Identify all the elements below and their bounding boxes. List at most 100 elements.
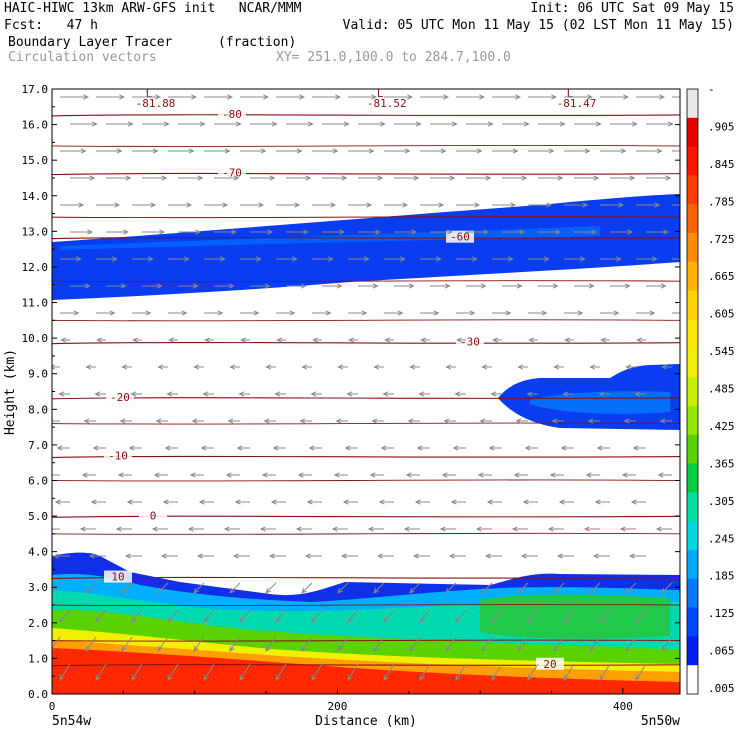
circulation-vector xyxy=(204,337,214,343)
circulation-vector xyxy=(564,310,584,316)
circulation-vector xyxy=(623,418,636,424)
circulation-vector xyxy=(441,472,456,478)
circulation-vector xyxy=(439,526,456,532)
circulation-vector xyxy=(142,175,168,181)
circulation-vector xyxy=(311,663,323,681)
circulation-vector xyxy=(276,202,301,208)
circulation-vector xyxy=(492,310,512,316)
colorbar-label: .425 xyxy=(708,420,735,433)
circulation-vector xyxy=(151,526,168,532)
circulation-vector xyxy=(162,499,178,505)
circulation-vector xyxy=(553,636,565,652)
cross-section-endpoints: XY= 251.0,100.0 to 284.7,100.0 xyxy=(276,50,511,65)
circulation-vector xyxy=(276,94,305,100)
circulation-vector xyxy=(560,445,574,451)
circulation-vector xyxy=(373,364,384,370)
isotherm-label-bg xyxy=(446,230,474,243)
circulation-vector xyxy=(672,312,680,314)
circulation-vector xyxy=(132,148,159,154)
circulation-vector xyxy=(456,94,485,100)
circulation-vector xyxy=(448,553,466,559)
circulation-vector xyxy=(383,609,395,623)
circulation-vector xyxy=(178,175,204,181)
low-center-marker: L xyxy=(377,87,384,100)
colorbar-swatch xyxy=(687,405,698,436)
circulation-vector xyxy=(85,364,96,370)
circulation-vector xyxy=(394,121,422,127)
circulation-vector xyxy=(52,636,61,651)
circulation-vector xyxy=(456,310,476,316)
circulation-vector xyxy=(672,204,680,206)
field-title: Boundary Layer Tracer xyxy=(8,35,173,50)
circulation-vector xyxy=(167,609,179,623)
circulation-vector xyxy=(636,202,661,208)
circulation-vector xyxy=(574,229,597,235)
circulation-vector xyxy=(160,553,178,559)
circulation-vector xyxy=(236,445,250,451)
isotherm-line xyxy=(52,515,680,518)
circulation-vector xyxy=(502,121,530,127)
colorbar-swatch xyxy=(687,117,698,148)
circulation-vector xyxy=(225,472,240,478)
circulation-vector xyxy=(95,609,107,623)
isotherm-line xyxy=(52,341,680,345)
circulation-vector xyxy=(132,337,142,343)
circulation-vector xyxy=(164,445,178,451)
y-tick-label: 16.0 xyxy=(22,119,49,132)
circulation-vector xyxy=(452,445,466,451)
circulation-vector xyxy=(56,445,70,451)
circulation-vector xyxy=(466,121,494,127)
circulation-vector xyxy=(60,310,80,316)
circulation-vector xyxy=(376,553,394,559)
colorbar-swatch xyxy=(687,578,698,609)
circulation-vector xyxy=(347,663,359,681)
circulation-vector xyxy=(168,202,193,208)
isotherm-label: -30 xyxy=(460,336,480,349)
circulation-vector xyxy=(337,582,349,594)
circulation-vector xyxy=(124,553,142,559)
isotherm-label: -20 xyxy=(110,391,130,404)
circulation-vector xyxy=(348,94,377,100)
circulation-vector xyxy=(268,553,286,559)
circulation-vector xyxy=(312,94,341,100)
isotherm-label: -80 xyxy=(222,108,242,121)
circulation-vector xyxy=(322,229,345,235)
colorbar-label: .485 xyxy=(708,383,735,396)
circulation-vector xyxy=(600,94,629,100)
circulation-vector xyxy=(312,310,332,316)
circulation-vector xyxy=(564,148,591,154)
circulation-vector xyxy=(131,663,143,681)
circulation-vector xyxy=(369,472,384,478)
circulation-vector xyxy=(250,121,278,127)
circulation-vector xyxy=(238,391,250,397)
circulation-vector xyxy=(517,364,528,370)
circulation-vector xyxy=(193,582,205,594)
circulation-vector xyxy=(59,663,71,681)
circulation-vector xyxy=(265,636,277,652)
circulation-vector xyxy=(373,636,385,652)
low-center-value: -81.47 xyxy=(557,97,597,110)
circulation-vector xyxy=(528,337,538,343)
x-end-label-left: 5n54w xyxy=(52,714,91,729)
circulation-vector xyxy=(358,283,379,289)
circulation-vector xyxy=(486,499,502,505)
circulation-vector xyxy=(600,202,625,208)
circulation-vector xyxy=(60,337,70,343)
circulation-vector xyxy=(85,636,97,652)
circulation-vector xyxy=(322,283,343,289)
colorbar-label: .065 xyxy=(708,645,735,658)
circulation-vector xyxy=(261,472,276,478)
contour-line xyxy=(52,532,680,535)
circulation-vector xyxy=(646,175,672,181)
circulation-vector xyxy=(96,94,125,100)
circulation-vector xyxy=(196,553,214,559)
circulation-vector xyxy=(168,94,197,100)
isotherm-label: 10 xyxy=(111,571,124,584)
circulation-vector xyxy=(412,553,430,559)
circulation-vector xyxy=(340,553,358,559)
contour-line xyxy=(52,280,680,283)
circulation-vector xyxy=(59,609,71,623)
circulation-vector xyxy=(70,283,91,289)
circulation-vector xyxy=(378,499,394,505)
circulation-vector xyxy=(96,256,118,262)
